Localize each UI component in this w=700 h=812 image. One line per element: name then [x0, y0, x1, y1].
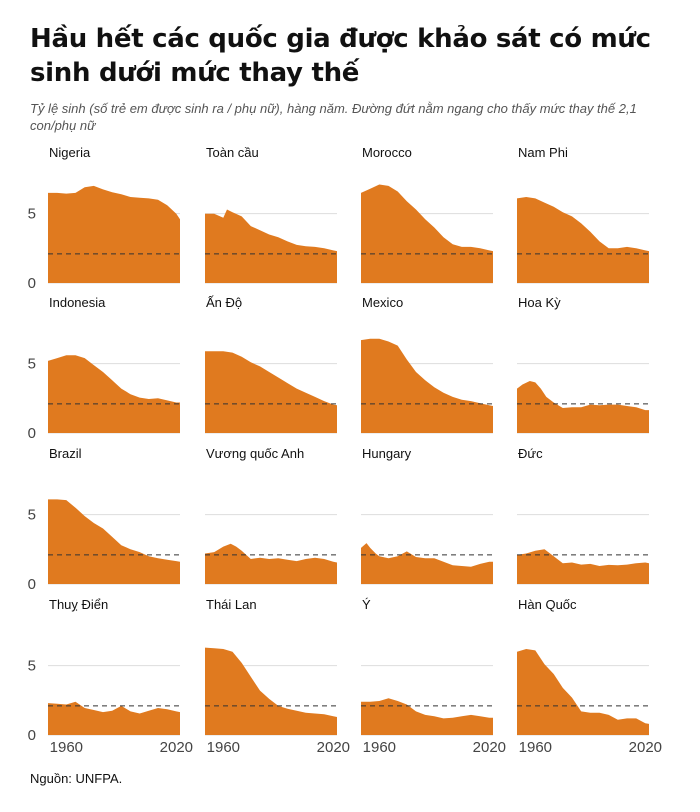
panel-11: Đức: [517, 446, 649, 585]
panel-15: Hàn Quốc 1960 2020: [517, 597, 662, 756]
panel-8: Brazil 0 5: [28, 446, 180, 593]
source-note: Nguồn: UNFPA.: [30, 771, 123, 786]
panel-6: Mexico: [361, 295, 493, 434]
series-area: [48, 499, 180, 584]
panel-title: Thuỵ Điển: [49, 597, 108, 612]
panel-10: Hungary: [361, 446, 493, 585]
series-area: [361, 184, 493, 283]
y-tick-label: 0: [28, 275, 36, 292]
panel-9: Vương quốc Anh: [205, 446, 337, 585]
panel-title: Toàn cầu: [206, 145, 259, 160]
series-area: [361, 698, 493, 735]
panel-title: Ý: [362, 597, 371, 612]
y-tick-label: 5: [28, 206, 36, 223]
panel-5: Ấn Độ: [205, 295, 337, 434]
panel-14: Ý 1960 2020: [361, 597, 506, 756]
panel-title: Mexico: [362, 295, 403, 310]
y-tick-label: 0: [28, 576, 36, 593]
x-tick-label: 2020: [317, 739, 350, 756]
series-area: [205, 647, 337, 735]
chart-subtitle: Tỷ lệ sinh (số trẻ em được sinh ra / phụ…: [30, 101, 637, 133]
panel-2: Morocco: [361, 145, 493, 284]
panel-title: Vương quốc Anh: [206, 446, 304, 461]
series-area: [205, 351, 337, 433]
panel-title: Nigeria: [49, 145, 91, 160]
panel-0: Nigeria 0 5: [28, 145, 180, 292]
panel-title: Đức: [518, 446, 543, 461]
x-tick-label: 1960: [363, 739, 396, 756]
panel-title: Brazil: [49, 446, 82, 461]
panel-4: Indonesia 0 5: [28, 295, 180, 442]
panel-title: Hàn Quốc: [518, 597, 577, 612]
series-area: [517, 549, 649, 584]
series-area: [48, 185, 180, 283]
x-tick-label: 1960: [207, 739, 240, 756]
panel-title: Hoa Kỳ: [518, 295, 561, 310]
panel-3: Nam Phi: [517, 145, 649, 284]
series-area: [205, 543, 337, 584]
panel-7: Hoa Kỳ: [517, 295, 649, 434]
series-area: [517, 649, 649, 735]
x-tick-label: 1960: [519, 739, 552, 756]
series-area: [205, 209, 337, 283]
panel-title: Hungary: [362, 446, 412, 461]
y-tick-label: 0: [28, 727, 36, 744]
series-area: [517, 197, 649, 283]
series-area: [48, 701, 180, 735]
y-tick-label: 5: [28, 658, 36, 675]
x-tick-label: 1960: [50, 739, 83, 756]
x-tick-label: 2020: [629, 739, 662, 756]
series-area: [48, 355, 180, 433]
panel-title: Ấn Độ: [206, 295, 242, 310]
panel-1: Toàn cầu: [205, 145, 337, 284]
panel-title: Nam Phi: [518, 145, 568, 160]
series-area: [361, 543, 493, 584]
x-tick-label: 2020: [160, 739, 193, 756]
series-area: [517, 381, 649, 433]
y-tick-label: 5: [28, 356, 36, 373]
panel-title: Thái Lan: [206, 597, 257, 612]
x-tick-label: 2020: [473, 739, 506, 756]
series-area: [361, 338, 493, 433]
panel-13: Thái Lan 1960 2020: [205, 597, 350, 756]
panel-title: Indonesia: [49, 295, 106, 310]
y-tick-label: 5: [28, 507, 36, 524]
y-tick-label: 0: [28, 425, 36, 442]
chart-title: Hầu hết các quốc gia được khảo sát có mứ…: [30, 24, 651, 88]
panel-title: Morocco: [362, 145, 412, 160]
panel-12: Thuỵ Điển 0 5 1960 2020: [28, 597, 193, 756]
